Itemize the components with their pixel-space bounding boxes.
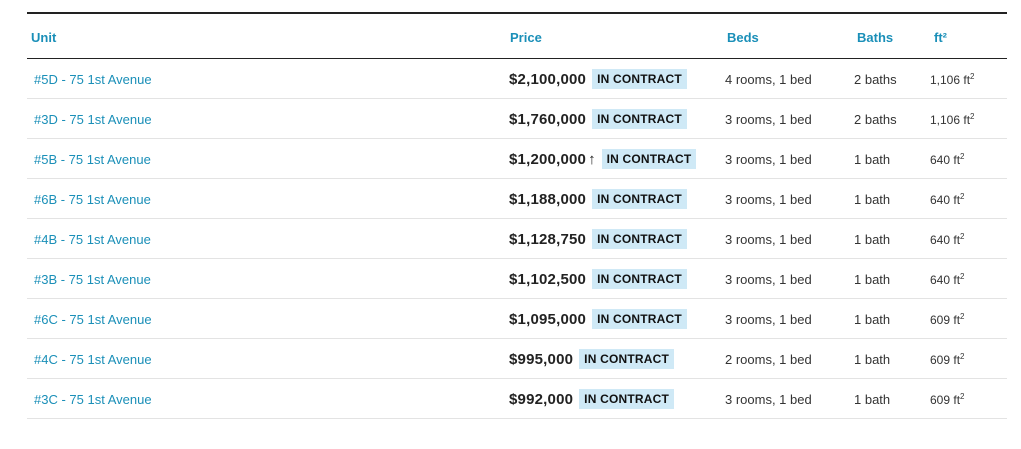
baths-value: 1 bath <box>854 392 891 407</box>
table-body: #5D - 75 1st Avenue $2,100,000 IN CONTRA… <box>27 59 1007 419</box>
units-table: Unit Price Beds Baths ft² #5D - 75 1st A… <box>27 12 1007 419</box>
table-row: #3C - 75 1st Avenue $992,000 IN CONTRACT… <box>27 379 1007 419</box>
column-header-price[interactable]: Price <box>510 30 542 45</box>
price-cell: $1,200,000 ↑ IN CONTRACT <box>509 147 697 171</box>
price-cell: $1,188,000 IN CONTRACT <box>509 187 687 211</box>
beds-value: 2 rooms, 1 bed <box>725 352 812 367</box>
column-header-sqft[interactable]: ft² <box>934 30 947 45</box>
price-cell: $1,102,500 IN CONTRACT <box>509 267 687 291</box>
price-value: $1,095,000 <box>509 310 587 328</box>
unit-link[interactable]: #6B - 75 1st Avenue <box>34 192 151 207</box>
unit-link[interactable]: #3B - 75 1st Avenue <box>34 272 151 287</box>
price-increase-arrow-icon: ↑ <box>588 150 596 168</box>
status-badge: IN CONTRACT <box>579 389 675 409</box>
table-row: #6C - 75 1st Avenue $1,095,000 IN CONTRA… <box>27 299 1007 339</box>
beds-value: 3 rooms, 1 bed <box>725 392 812 407</box>
price-cell: $2,100,000 IN CONTRACT <box>509 67 687 91</box>
status-badge: IN CONTRACT <box>592 229 687 249</box>
table-row: #4B - 75 1st Avenue $1,128,750 IN CONTRA… <box>27 219 1007 259</box>
beds-value: 3 rooms, 1 bed <box>725 152 812 167</box>
price-value: $1,102,500 <box>509 270 587 288</box>
sqft-value: 609 ft2 <box>930 312 965 327</box>
beds-value: 3 rooms, 1 bed <box>725 272 812 287</box>
price-cell: $992,000 IN CONTRACT <box>509 387 675 411</box>
baths-value: 1 bath <box>854 192 891 207</box>
unit-link[interactable]: #5D - 75 1st Avenue <box>34 72 152 87</box>
price-cell: $1,760,000 IN CONTRACT <box>509 107 687 131</box>
price-value: $1,128,750 <box>509 230 587 248</box>
price-value: $2,100,000 <box>509 70 587 88</box>
price-cell: $995,000 IN CONTRACT <box>509 347 675 371</box>
column-header-beds[interactable]: Beds <box>727 30 759 45</box>
table-row: #4C - 75 1st Avenue $995,000 IN CONTRACT… <box>27 339 1007 379</box>
baths-value: 1 bath <box>854 352 891 367</box>
unit-link[interactable]: #3D - 75 1st Avenue <box>34 112 152 127</box>
status-badge: IN CONTRACT <box>579 349 675 369</box>
unit-link[interactable]: #4B - 75 1st Avenue <box>34 232 151 247</box>
sqft-value: 640 ft2 <box>930 272 965 287</box>
table-top-rule <box>27 12 1007 14</box>
baths-value: 1 bath <box>854 312 891 327</box>
table-row: #5D - 75 1st Avenue $2,100,000 IN CONTRA… <box>27 59 1007 99</box>
sqft-value: 609 ft2 <box>930 352 965 367</box>
price-value: $1,760,000 <box>509 110 587 128</box>
price-value: $992,000 <box>509 390 574 408</box>
unit-link[interactable]: #4C - 75 1st Avenue <box>34 352 152 367</box>
price-cell: $1,095,000 IN CONTRACT <box>509 307 687 331</box>
table-row: #3D - 75 1st Avenue $1,760,000 IN CONTRA… <box>27 99 1007 139</box>
table-row: #5B - 75 1st Avenue $1,200,000 ↑ IN CONT… <box>27 139 1007 179</box>
baths-value: 2 baths <box>854 112 897 127</box>
status-badge: IN CONTRACT <box>592 189 687 209</box>
sqft-value: 640 ft2 <box>930 232 965 247</box>
price-cell: $1,128,750 IN CONTRACT <box>509 227 687 251</box>
column-header-unit[interactable]: Unit <box>31 30 57 45</box>
sqft-value: 640 ft2 <box>930 152 965 167</box>
column-header-baths[interactable]: Baths <box>857 30 894 45</box>
status-badge: IN CONTRACT <box>592 69 687 89</box>
baths-value: 1 bath <box>854 272 891 287</box>
sqft-value: 609 ft2 <box>930 392 965 407</box>
status-badge: IN CONTRACT <box>592 309 687 329</box>
sqft-value: 1,106 ft2 <box>930 72 975 87</box>
beds-value: 3 rooms, 1 bed <box>725 312 812 327</box>
beds-value: 3 rooms, 1 bed <box>725 112 812 127</box>
price-value: $1,200,000 <box>509 150 587 168</box>
beds-value: 3 rooms, 1 bed <box>725 192 812 207</box>
table-row: #6B - 75 1st Avenue $1,188,000 IN CONTRA… <box>27 179 1007 219</box>
table-row: #3B - 75 1st Avenue $1,102,500 IN CONTRA… <box>27 259 1007 299</box>
baths-value: 1 bath <box>854 232 891 247</box>
baths-value: 2 baths <box>854 72 897 87</box>
baths-value: 1 bath <box>854 152 891 167</box>
table-header: Unit Price Beds Baths ft² <box>27 14 1007 59</box>
beds-value: 3 rooms, 1 bed <box>725 232 812 247</box>
unit-link[interactable]: #6C - 75 1st Avenue <box>34 312 152 327</box>
sqft-value: 640 ft2 <box>930 192 965 207</box>
unit-link[interactable]: #3C - 75 1st Avenue <box>34 392 152 407</box>
beds-value: 4 rooms, 1 bed <box>725 72 812 87</box>
sqft-value: 1,106 ft2 <box>930 112 975 127</box>
status-badge: IN CONTRACT <box>592 109 687 129</box>
unit-link[interactable]: #5B - 75 1st Avenue <box>34 152 151 167</box>
price-value: $995,000 <box>509 350 574 368</box>
price-value: $1,188,000 <box>509 190 587 208</box>
status-badge: IN CONTRACT <box>601 149 697 169</box>
status-badge: IN CONTRACT <box>592 269 687 289</box>
